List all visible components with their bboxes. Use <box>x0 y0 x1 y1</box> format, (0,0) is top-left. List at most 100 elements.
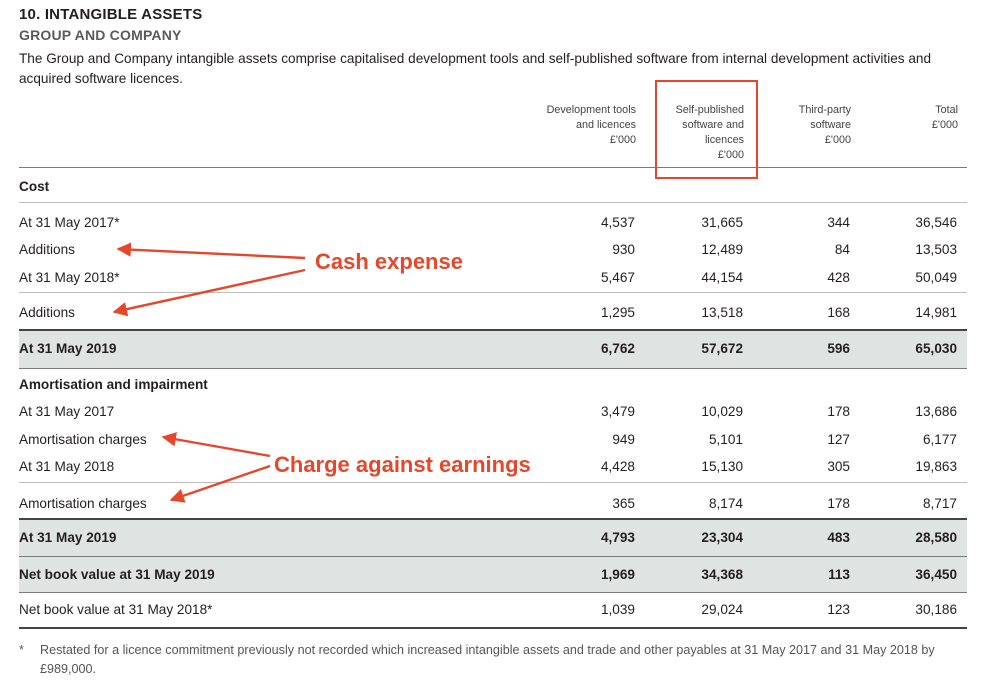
cell-third-party: 113 <box>828 567 850 582</box>
section-label: Amortisation and impairment <box>19 377 208 392</box>
cell-total: 6,177 <box>922 432 957 447</box>
cell-third-party: 123 <box>827 602 850 617</box>
row-label: At 31 May 2017* <box>19 215 120 230</box>
column-header-third-party: Third-party software £'000 <box>731 103 851 148</box>
col-header-line: Third-party <box>798 104 851 116</box>
cell-third-party: 483 <box>827 530 850 545</box>
cell-dev-tools: 365 <box>612 496 635 511</box>
note-subtitle: GROUP AND COMPANY <box>19 27 182 43</box>
column-header-self-published: Self-published software and licences £'0… <box>624 103 744 163</box>
cell-self-published: 15,130 <box>701 459 743 474</box>
cell-total: 50,049 <box>915 270 957 285</box>
cell-total: 28,580 <box>915 530 957 545</box>
cell-dev-tools: 930 <box>612 242 635 257</box>
divider <box>19 556 967 557</box>
footnote-marker: * <box>19 643 24 657</box>
cell-dev-tools: 1,969 <box>600 567 635 582</box>
cell-dev-tools: 3,479 <box>600 404 635 419</box>
cell-dev-tools: 6,762 <box>600 341 635 356</box>
cell-total: 65,030 <box>915 341 957 356</box>
cell-third-party: 344 <box>827 215 850 230</box>
cell-dev-tools: 4,793 <box>600 530 635 545</box>
cell-dev-tools: 4,537 <box>600 215 635 230</box>
row-label: At 31 May 2017 <box>19 404 115 419</box>
cell-total: 36,450 <box>915 567 957 582</box>
note-title: 10. INTANGIBLE ASSETS <box>19 6 203 23</box>
cell-dev-tools: 1,295 <box>600 305 635 320</box>
column-header-total: Total £'000 <box>838 103 958 133</box>
table-row-net-book-value: Net book value at 31 May 2019 1,969 34,3… <box>19 557 967 592</box>
cell-dev-tools: 5,467 <box>600 270 635 285</box>
col-header-line: Self-published <box>675 104 744 116</box>
row-label: Amortisation charges <box>19 496 147 511</box>
row-label: Net book value at 31 May 2019 <box>19 567 215 582</box>
row-label: At 31 May 2018 <box>19 459 115 474</box>
divider <box>19 627 967 629</box>
cell-total: 13,686 <box>915 404 957 419</box>
cell-dev-tools: 4,428 <box>600 459 635 474</box>
col-header-line: licences <box>704 134 744 146</box>
divider <box>19 292 967 293</box>
cell-self-published: 57,672 <box>701 341 743 356</box>
cell-self-published: 31,665 <box>701 215 743 230</box>
cell-self-published: 8,174 <box>708 496 743 511</box>
cell-third-party: 178 <box>827 404 850 419</box>
annotation-charge-against-earnings: Charge against earnings <box>274 452 531 477</box>
footnote-text: Restated for a licence commitment previo… <box>40 643 935 676</box>
col-header-line: Total <box>935 104 958 116</box>
column-header-dev-tools: Development tools and licences £'000 <box>516 103 636 148</box>
cell-self-published: 12,489 <box>701 242 743 257</box>
cell-third-party: 178 <box>827 496 850 511</box>
col-header-line: software <box>810 119 851 131</box>
divider <box>19 202 967 203</box>
cell-self-published: 34,368 <box>701 567 743 582</box>
arrow-charge-amort-2019 <box>169 464 271 503</box>
cell-dev-tools: 1,039 <box>600 602 635 617</box>
row-label: Amortisation charges <box>19 432 147 447</box>
row-label: Additions <box>19 305 75 320</box>
annotation-cash-expense: Cash expense <box>315 249 463 274</box>
header-rule <box>19 167 967 168</box>
col-header-unit: £'000 <box>609 134 636 146</box>
col-header-unit: £'000 <box>717 149 744 161</box>
table-row-total: At 31 May 2019 4,793 23,304 483 28,580 <box>19 520 967 556</box>
highlight-box <box>655 80 758 179</box>
cell-self-published: 29,024 <box>701 602 743 617</box>
divider <box>19 518 967 520</box>
cell-self-published: 23,304 <box>701 530 743 545</box>
cell-third-party: 84 <box>834 242 850 257</box>
intro-paragraph: The Group and Company intangible assets … <box>19 51 932 86</box>
row-label: At 31 May 2019 <box>19 530 117 545</box>
col-header-line: and licences <box>575 119 636 131</box>
cell-total: 14,981 <box>915 305 957 320</box>
cell-third-party: 596 <box>827 341 850 356</box>
row-label: At 31 May 2018* <box>19 270 120 285</box>
divider <box>19 592 967 593</box>
cell-total: 19,863 <box>915 459 957 474</box>
divider <box>19 329 967 331</box>
cell-third-party: 428 <box>827 270 850 285</box>
row-label: Net book value at 31 May 2018* <box>19 602 213 617</box>
col-header-line: Development tools <box>546 104 636 116</box>
arrow-cash-additions-2018 <box>116 242 306 260</box>
cell-total: 13,503 <box>915 242 957 257</box>
cell-third-party: 168 <box>827 305 850 320</box>
col-header-line: software and <box>682 119 744 131</box>
cell-self-published: 13,518 <box>701 305 743 320</box>
cell-third-party: 305 <box>827 459 850 474</box>
cell-third-party: 127 <box>827 432 850 447</box>
arrow-charge-amort-2018 <box>161 432 271 458</box>
cell-total: 36,546 <box>915 215 957 230</box>
row-label: Additions <box>19 242 75 257</box>
col-header-unit: £'000 <box>931 119 958 131</box>
col-header-unit: £'000 <box>824 134 851 146</box>
table-row-total: At 31 May 2019 6,762 57,672 596 65,030 <box>19 331 967 368</box>
divider <box>19 482 967 483</box>
section-label: Cost <box>19 179 50 194</box>
arrow-cash-additions-2019 <box>112 268 306 317</box>
cell-self-published: 44,154 <box>701 270 743 285</box>
cell-self-published: 5,101 <box>708 432 743 447</box>
cell-total: 30,186 <box>915 602 957 617</box>
cell-self-published: 10,029 <box>701 404 743 419</box>
